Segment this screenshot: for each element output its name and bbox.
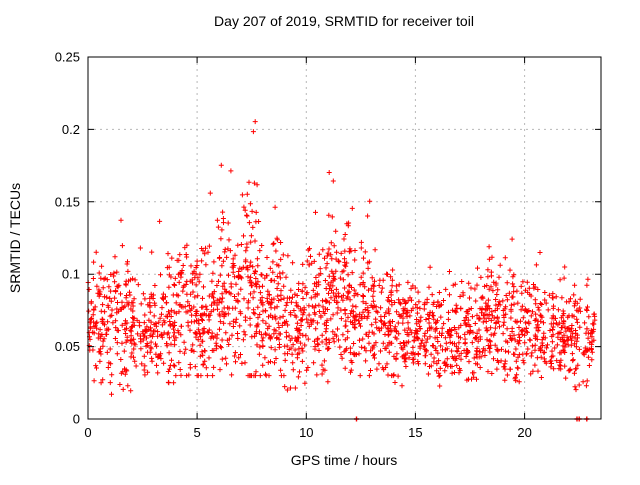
y-tick-label: 0.05 [55,339,80,354]
plot-border [87,56,602,420]
y-tick-label: 0.15 [55,194,80,209]
x-axis-label: GPS time / hours [291,452,398,468]
data-points [85,119,598,397]
tick-marks [87,56,601,420]
x-tick-label: 20 [517,425,531,440]
x-tick-label: 5 [193,425,200,440]
x-tick-label: 10 [299,425,313,440]
y-tick-label: 0.2 [62,122,80,137]
y-axis-label: SRMTID / TECUs [7,183,23,293]
y-tick-label: 0 [73,412,80,427]
gridlines [88,57,601,419]
x-tick-label: 0 [84,425,91,440]
x-tick-label: 15 [408,425,422,440]
y-tick-labels: 0 0.05 0.1 0.15 0.2 0.25 [55,50,80,427]
y-tick-label: 0.1 [62,267,80,282]
y-tick-label: 0.25 [55,50,80,65]
chart-title: Day 207 of 2019, SRMTID for receiver toi… [214,13,474,29]
x-tick-labels: 0 5 10 15 20 [84,425,531,440]
